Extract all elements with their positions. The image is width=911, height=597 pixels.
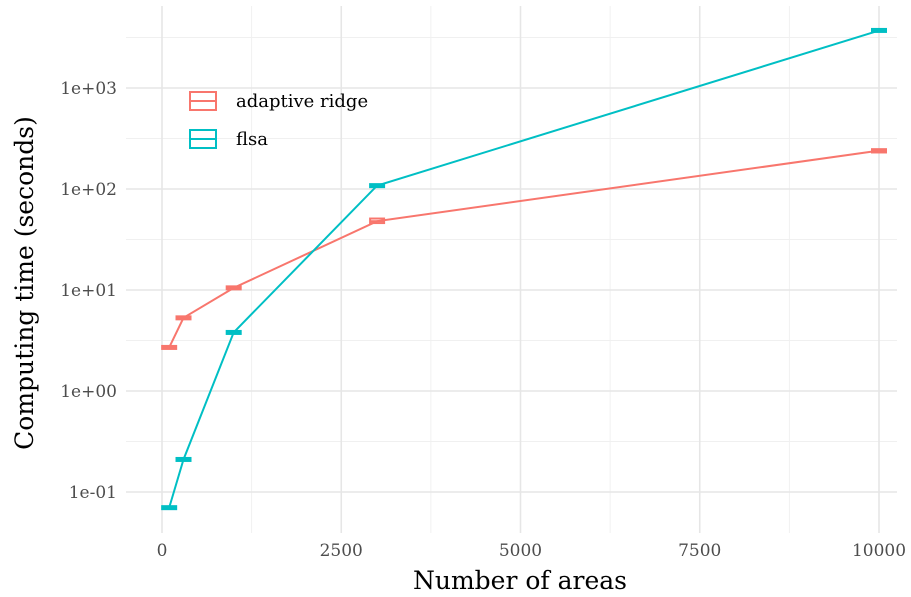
- legend: adaptive ridge flsa: [189, 91, 368, 150]
- y-tick-label: 1e+03: [60, 79, 117, 99]
- series-layer: [161, 27, 887, 511]
- y-tick-label: 1e-01: [69, 483, 117, 503]
- x-tick-label: 0: [157, 541, 168, 561]
- series-line: [168, 149, 880, 348]
- x-axis-title: Number of areas: [413, 566, 627, 595]
- minor-gridlines: [126, 6, 897, 533]
- y-tick-label: 1e+02: [60, 180, 117, 200]
- x-tick-label: 2500: [320, 541, 363, 561]
- x-tick-label: 7500: [678, 541, 721, 561]
- series-2: [161, 27, 887, 511]
- y-axis-tick-labels: 1e-01 1e+00 1e+01 1e+02 1e+03: [60, 79, 117, 503]
- legend-item: flsa: [189, 129, 268, 150]
- y-tick-label: 1e+01: [60, 281, 117, 301]
- legend-label: adaptive ridge: [236, 91, 368, 112]
- major-gridlines: [126, 6, 897, 533]
- y-tick-label: 1e+00: [60, 382, 117, 402]
- y-axis-title: Computing time (seconds): [10, 116, 39, 450]
- x-axis-tick-labels: 0 2500 5000 7500 10000: [157, 541, 906, 561]
- x-tick-label: 10000: [852, 541, 906, 561]
- legend-item: adaptive ridge: [189, 91, 368, 112]
- legend-label: flsa: [236, 129, 268, 150]
- series-1: [161, 148, 887, 350]
- x-tick-label: 5000: [499, 541, 542, 561]
